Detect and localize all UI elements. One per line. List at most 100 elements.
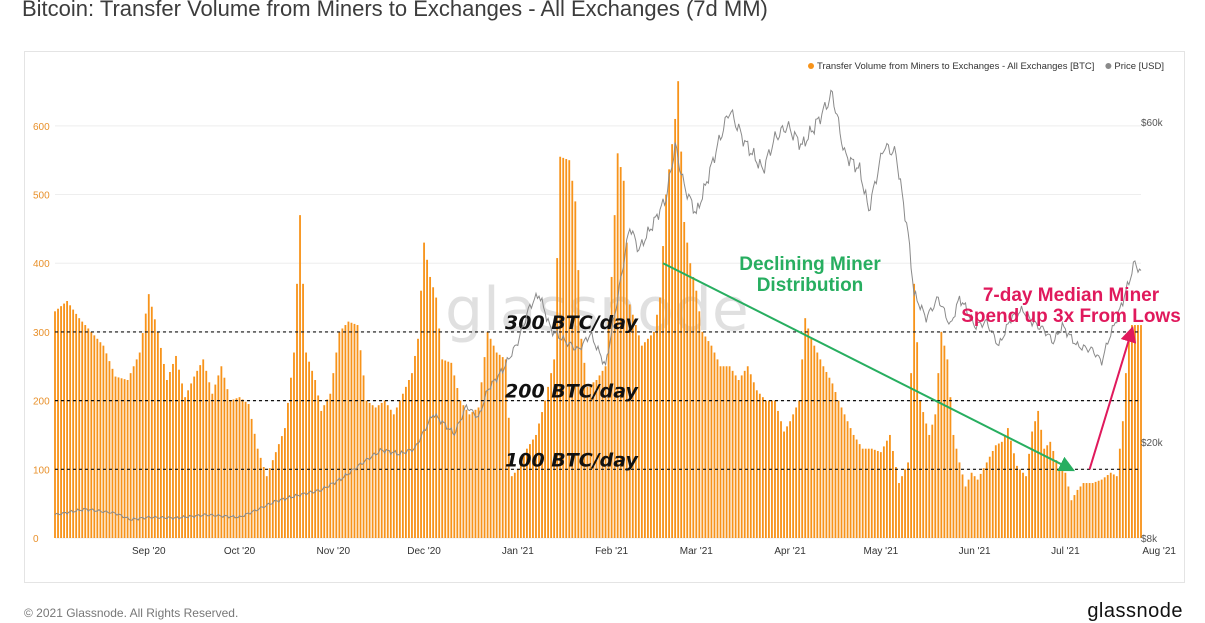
bar — [707, 341, 710, 538]
bar — [813, 345, 816, 538]
bar — [849, 428, 852, 538]
bar — [882, 446, 885, 538]
bar — [879, 452, 882, 538]
bar — [392, 414, 395, 538]
bar — [616, 153, 619, 538]
bar — [335, 352, 338, 538]
bar — [353, 323, 356, 538]
bar — [87, 328, 90, 538]
bar — [293, 352, 295, 538]
bar — [801, 359, 804, 538]
y-tick-label: 0 — [33, 534, 39, 545]
bar — [722, 366, 725, 538]
annotation-text: Spend up 3x From Lows — [961, 306, 1181, 327]
bar — [752, 382, 755, 538]
bar — [737, 380, 740, 538]
bar — [973, 476, 976, 538]
bar — [662, 246, 664, 539]
trend-arrow — [662, 262, 1075, 472]
bar — [625, 242, 628, 538]
y-right-tick-label: $8k — [1141, 534, 1158, 545]
bar — [208, 382, 211, 538]
bar — [438, 328, 441, 538]
bar — [631, 314, 634, 538]
bar — [547, 386, 549, 538]
bar — [444, 360, 447, 538]
bar — [522, 455, 525, 538]
legend-label: Transfer Volume from Miners to Exchanges… — [817, 61, 1094, 72]
bar — [994, 445, 997, 538]
bar — [931, 424, 934, 538]
bar — [287, 402, 289, 538]
bar — [169, 371, 171, 538]
bar — [607, 321, 610, 538]
bar — [913, 283, 916, 538]
bar — [677, 81, 680, 538]
bar — [1052, 450, 1055, 538]
bar — [1019, 469, 1021, 538]
bar — [193, 376, 196, 538]
bar — [57, 308, 59, 538]
bar — [504, 359, 507, 538]
bar — [456, 388, 459, 538]
x-tick-label: Aug '21 — [1142, 546, 1176, 557]
bar — [471, 412, 474, 538]
bar — [777, 410, 779, 538]
x-tick-label: Feb '21 — [595, 546, 628, 557]
bar — [1091, 483, 1094, 538]
chart-legend: Price [USD] Transfer Volume from Miners t… — [808, 61, 1164, 72]
bar — [668, 169, 670, 538]
bar — [69, 305, 72, 538]
bar — [1028, 453, 1030, 538]
bar — [598, 375, 601, 538]
chart-panel: glassnode 300 BTC/day 200 BTC/day 100 BTC/… — [24, 51, 1185, 583]
bar — [126, 380, 129, 538]
bar — [495, 352, 498, 538]
bar — [934, 414, 937, 538]
bar — [84, 325, 87, 538]
bar — [108, 361, 111, 538]
bar — [1073, 495, 1076, 538]
bar — [1112, 474, 1115, 538]
bar — [967, 479, 970, 538]
bar — [710, 345, 713, 538]
bar — [175, 355, 177, 538]
bar — [465, 409, 468, 538]
bar — [489, 338, 492, 538]
bar — [211, 393, 214, 538]
bar — [1115, 476, 1118, 538]
bar — [970, 472, 973, 538]
legend-marker — [1105, 63, 1112, 69]
bar — [153, 319, 156, 538]
bar — [544, 400, 546, 538]
bar — [383, 400, 386, 538]
bar — [1134, 325, 1136, 538]
bar — [659, 297, 661, 538]
bar — [462, 405, 465, 538]
bar — [873, 449, 876, 538]
bar — [1046, 445, 1049, 538]
bar — [299, 215, 301, 538]
bar — [961, 474, 964, 538]
bar — [483, 357, 486, 538]
bar — [734, 375, 737, 538]
trend-arrow — [1088, 326, 1137, 470]
bar — [559, 156, 562, 538]
bar — [1061, 471, 1064, 538]
bar — [356, 325, 359, 538]
bar — [892, 450, 894, 538]
bar — [867, 448, 870, 538]
reference-line-label: 200 BTC/day — [505, 381, 639, 403]
bar — [674, 118, 677, 539]
bar — [1006, 428, 1009, 538]
bar — [426, 259, 428, 538]
bar — [114, 376, 117, 538]
bar — [93, 335, 96, 538]
bar — [861, 448, 864, 538]
price-line — [54, 89, 1142, 521]
bar — [758, 393, 761, 538]
bar — [749, 374, 752, 538]
bar — [105, 353, 108, 538]
bar — [774, 400, 776, 538]
bar — [311, 370, 314, 538]
